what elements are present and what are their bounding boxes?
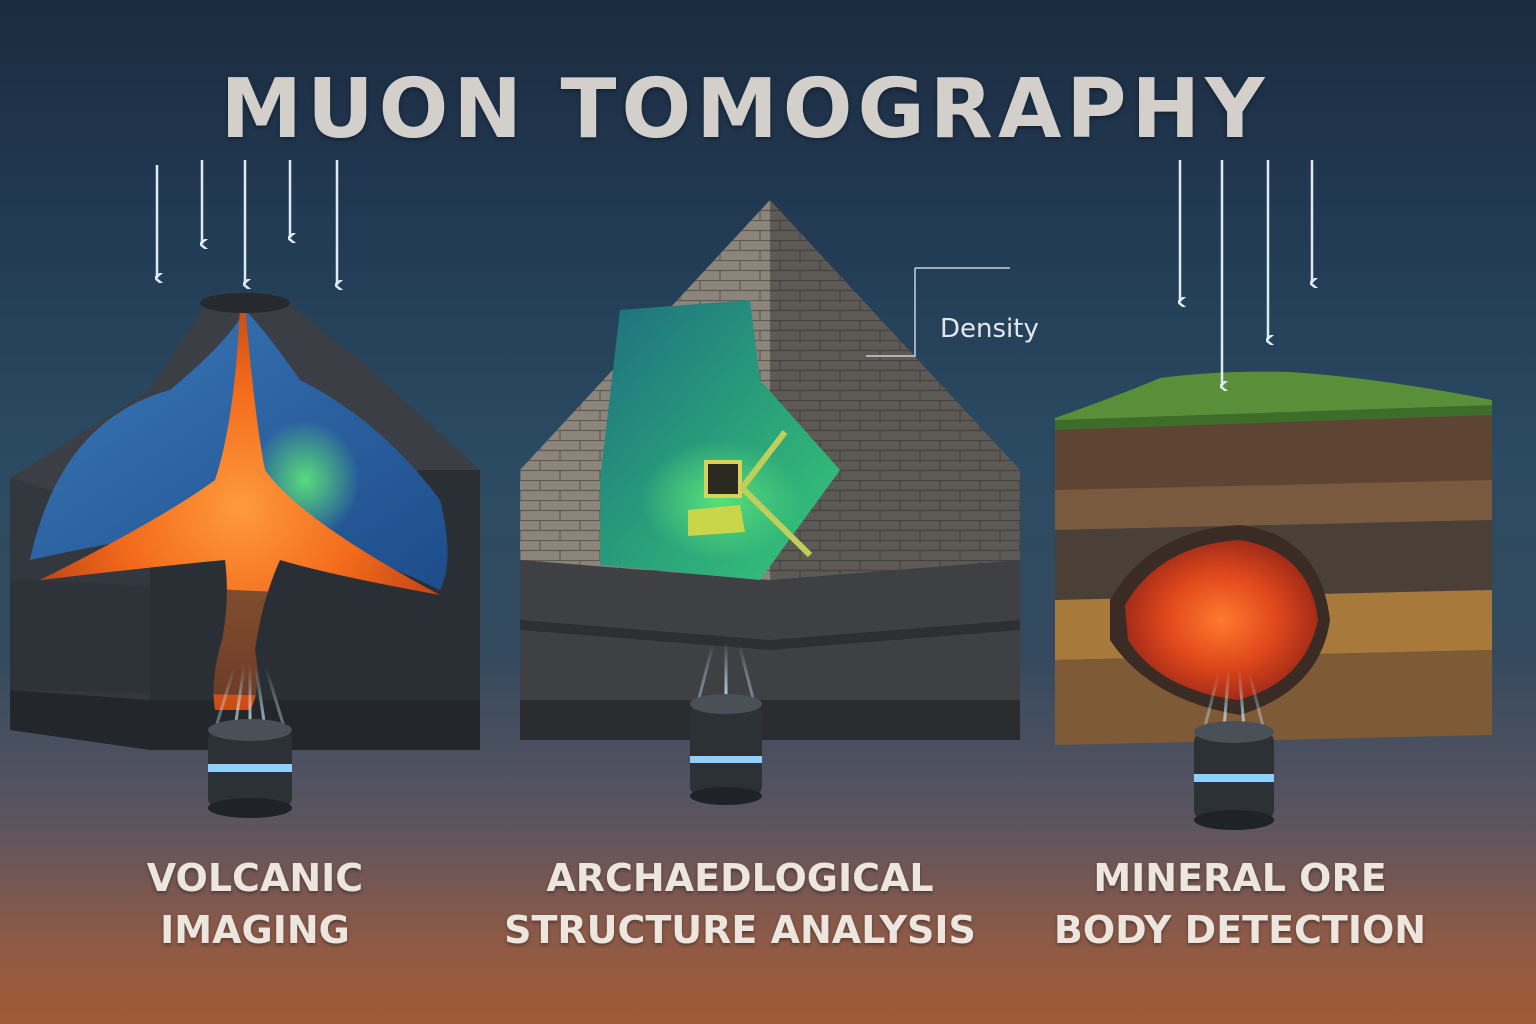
caption-line: MINERAL ORE — [1093, 856, 1387, 900]
volcano-block — [10, 293, 480, 750]
density-indicator — [866, 267, 1010, 357]
caption-line: IMAGING — [160, 908, 350, 952]
pyramid-block — [520, 200, 1020, 740]
muon-detector-icon — [208, 650, 292, 818]
caption-volcanic-imaging: VOLCANIC IMAGING — [100, 852, 410, 956]
caption-line: VOLCANIC — [146, 856, 364, 900]
density-label: Density — [940, 314, 1039, 344]
muon-detector-icon — [1194, 654, 1274, 830]
muon-arrows-right — [1180, 160, 1312, 386]
ground-block — [1055, 371, 1492, 745]
muon-arrows-left — [157, 160, 337, 285]
caption-archaeological-analysis: ARCHAEDLOGICAL STRUCTURE ANALYSIS — [490, 852, 990, 956]
caption-line: STRUCTURE ANALYSIS — [504, 908, 976, 952]
caption-mineral-ore-detection: MINERAL ORE BODY DETECTION — [1020, 852, 1460, 956]
caption-line: ARCHAEDLOGICAL — [546, 856, 934, 900]
muon-detector-icon — [690, 627, 762, 805]
page-title: MUON TOMOGRAPHY — [220, 62, 1270, 157]
caption-line: BODY DETECTION — [1053, 908, 1427, 952]
